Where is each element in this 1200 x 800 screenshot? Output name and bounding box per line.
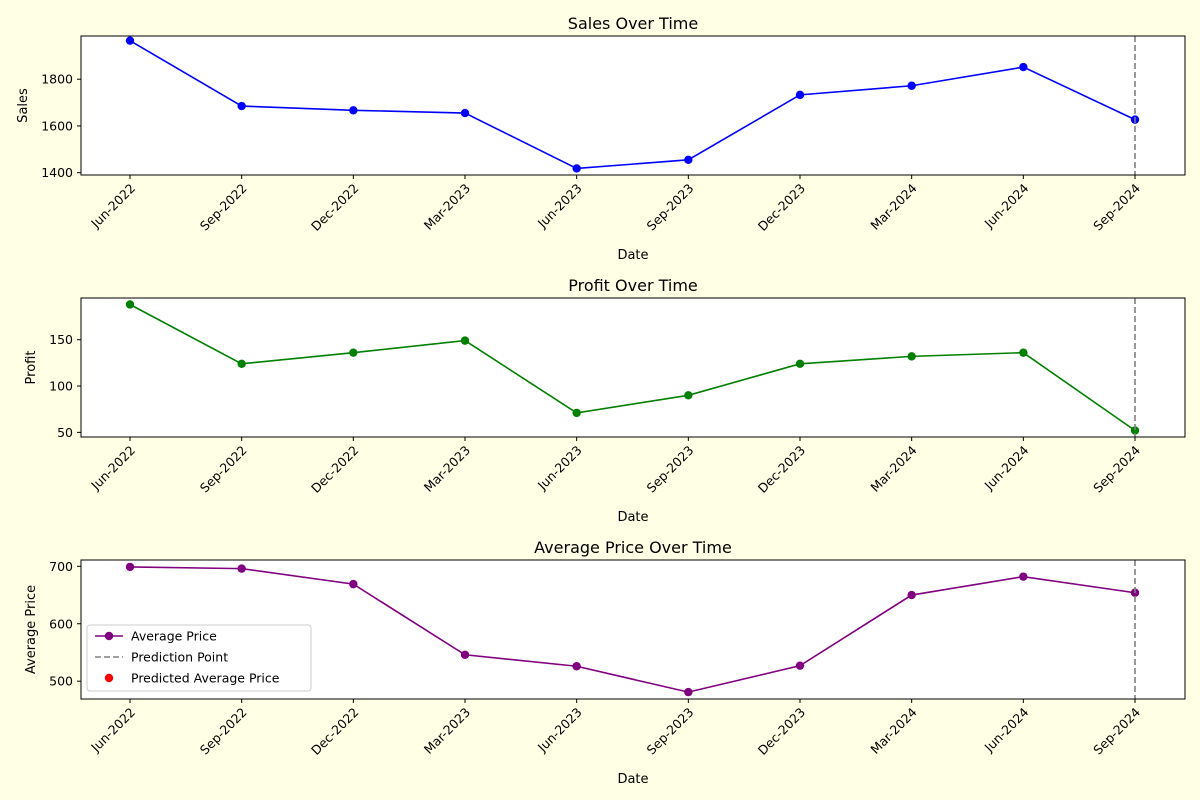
chart-title: Sales Over Time [568, 14, 698, 33]
chart-title: Profit Over Time [568, 276, 698, 295]
x-tick-label: Sep-2022 [197, 181, 250, 234]
y-tick-label: 700 [49, 559, 73, 574]
x-tick-label: Jun-2024 [981, 442, 1032, 493]
x-tick-label: Jun-2022 [87, 181, 138, 232]
series-line [129, 39, 1136, 170]
data-point [572, 662, 581, 671]
data-point [237, 101, 246, 111]
y-tick-label: 1800 [41, 72, 73, 87]
x-tick-label: Mar-2024 [867, 704, 919, 756]
x-tick-label: Jun-2022 [87, 705, 138, 756]
x-tick-label: Dec-2022 [308, 705, 361, 758]
data-point [1019, 62, 1028, 72]
data-point [684, 391, 693, 400]
axes-frame [80, 559, 1186, 700]
chart-2: Profit Over Time 50 100 150 Jun-2022 Sep-2022… [24, 276, 1186, 525]
x-tick-label: Sep-2022 [197, 705, 250, 758]
data-point [460, 336, 470, 345]
data-point [572, 164, 581, 173]
legend-label: Predicted Average Price [131, 671, 280, 686]
x-tick-label: Jun-2022 [87, 443, 138, 494]
y-tick-label: 1400 [41, 165, 73, 180]
data-point [349, 348, 358, 357]
x-axis-label: Date [617, 248, 648, 263]
x-axis-label: Date [617, 510, 648, 525]
data-point [907, 81, 916, 90]
x-tick-label: Mar-2024 [867, 180, 919, 232]
data-point [460, 650, 470, 659]
data-point [1019, 348, 1028, 357]
axes-frame [80, 35, 1186, 176]
x-tick-label: Mar-2024 [867, 442, 919, 494]
plot-area [81, 36, 1185, 175]
x-tick-label: Dec-2022 [308, 181, 361, 234]
x-tick-label: Jun-2023 [534, 443, 585, 494]
x-tick-label: Jun-2023 [534, 705, 585, 756]
x-tick-label: Mar-2023 [421, 181, 473, 233]
x-tick-label: Sep-2023 [643, 181, 696, 234]
y-tick-label: 50 [57, 425, 73, 440]
data-point [349, 106, 358, 115]
x-tick-label: Dec-2023 [755, 443, 808, 496]
data-point [460, 108, 470, 118]
data-point [237, 359, 246, 368]
data-point [125, 300, 135, 309]
x-tick-label: Mar-2023 [421, 443, 473, 495]
data-point [1130, 426, 1140, 435]
data-point [907, 590, 916, 600]
series-line [129, 566, 1136, 693]
data-point [125, 36, 135, 45]
data-point [237, 564, 246, 573]
x-tick-label: Sep-2022 [197, 443, 250, 496]
y-axis-label: Average Price [24, 585, 39, 674]
data-point [1019, 572, 1028, 581]
x-tick-label: Mar-2023 [421, 705, 473, 757]
x-tick-label: Sep-2023 [643, 443, 696, 496]
data-point [349, 579, 358, 589]
chart-title: Average Price Over Time [534, 538, 732, 557]
y-axis-label: Sales [16, 88, 31, 123]
x-tick-label: Dec-2023 [755, 181, 808, 234]
data-point [795, 661, 805, 670]
legend-label: Average Price [131, 629, 217, 644]
x-tick-label: Jun-2024 [981, 704, 1032, 755]
data-point [684, 155, 693, 165]
data-point [125, 562, 135, 572]
data-point [907, 352, 916, 361]
data-point [572, 408, 581, 418]
x-tick-label: Sep-2024 [1090, 180, 1143, 233]
plot-area [81, 298, 1185, 437]
y-tick-label: 100 [49, 379, 73, 394]
y-axis-label: Profit [24, 351, 39, 385]
legend-box [86, 624, 312, 692]
series-line [129, 303, 1136, 432]
axes-frame [80, 297, 1186, 438]
chart-1: Sales Over Time 1400 1600 1800 Jun-2022 Sep-2… [16, 14, 1186, 263]
chart-3: Average Price Over Time 500 600 700 Jun-2022… [24, 538, 1186, 787]
legend-handle-marker [104, 631, 114, 641]
legend: Average Price Prediction Point Predicted A… [86, 624, 312, 692]
x-tick-label: Jun-2024 [981, 180, 1032, 231]
x-tick-label: Sep-2024 [1090, 704, 1143, 757]
y-tick-label: 500 [49, 674, 73, 689]
x-tick-label: Sep-2023 [643, 705, 696, 758]
x-tick-label: Jun-2023 [534, 181, 585, 232]
y-tick-label: 150 [49, 332, 73, 347]
y-tick-label: 1600 [41, 118, 73, 133]
x-tick-label: Dec-2022 [308, 443, 361, 496]
data-point [795, 359, 805, 368]
legend-handle-marker [104, 673, 114, 683]
x-tick-label: Sep-2024 [1090, 442, 1143, 495]
legend-label: Prediction Point [131, 650, 228, 665]
y-tick-label: 600 [49, 616, 73, 631]
x-tick-label: Dec-2023 [755, 705, 808, 758]
x-axis-label: Date [617, 772, 648, 787]
data-point [795, 90, 805, 100]
data-point [684, 687, 693, 697]
